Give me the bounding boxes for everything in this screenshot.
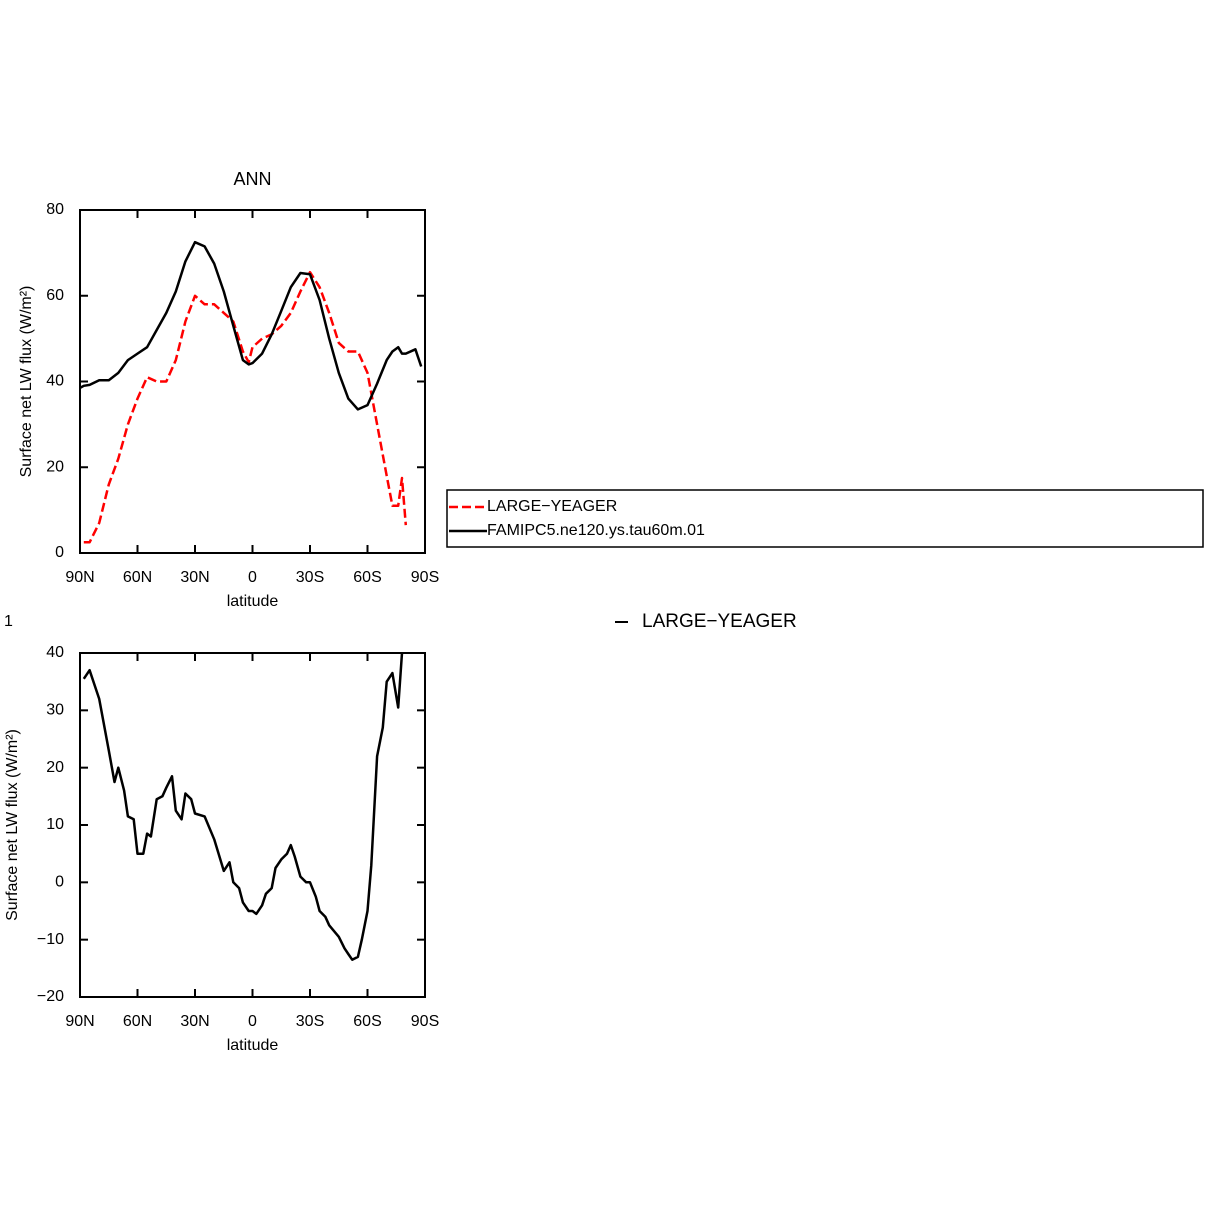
legend-label: LARGE−YEAGER — [487, 498, 617, 515]
x-tick-label: 90N — [65, 569, 94, 586]
y-tick-label: 0 — [55, 544, 64, 561]
y-tick-label: 30 — [46, 702, 64, 719]
y-tick-label: −10 — [37, 931, 64, 948]
y-tick-label: −20 — [37, 988, 64, 1005]
data-line — [82, 652, 404, 961]
y-tick-label: 0 — [55, 874, 64, 891]
y-tick-label: 80 — [46, 201, 64, 218]
x-tick-label: 30N — [180, 569, 209, 586]
x-tick-label: 60S — [353, 569, 381, 586]
x-tick-label: 60N — [123, 569, 152, 586]
y-axis-label: Surface net LW flux (W/m²) — [18, 286, 35, 478]
legend-box — [446, 489, 1204, 548]
plot-frame — [79, 209, 426, 554]
y-tick-label: 20 — [46, 759, 64, 776]
x-tick-label: 0 — [248, 1013, 257, 1030]
x-tick-label: 90N — [65, 1013, 94, 1030]
x-tick-label: 60S — [353, 1013, 381, 1030]
y-tick-label: 20 — [46, 458, 64, 475]
x-tick-label: 30N — [180, 1013, 209, 1030]
x-axis-label: latitude — [227, 593, 279, 610]
y-tick-label: 40 — [46, 373, 64, 390]
x-tick-label: 90S — [411, 1013, 439, 1030]
x-tick-label: 60N — [123, 1013, 152, 1030]
subtitle: LARGE−YEAGER — [642, 611, 797, 632]
legend-label: FAMIPC5.ne120.ys.tau60m.01 — [487, 522, 705, 539]
y-tick-label: 40 — [46, 644, 64, 661]
y-axis-label: Surface net LW flux (W/m²) — [4, 729, 21, 921]
x-tick-label: 90S — [411, 569, 439, 586]
x-axis-label: latitude — [227, 1037, 279, 1054]
x-tick-label: 30S — [296, 569, 324, 586]
panel-label: 1 — [4, 613, 13, 630]
x-tick-label: 30S — [296, 1013, 324, 1030]
chart-title: ANN — [233, 169, 271, 189]
data-line — [79, 240, 423, 411]
data-line — [83, 270, 408, 544]
x-tick-label: 0 — [248, 569, 257, 586]
y-tick-label: 60 — [46, 287, 64, 304]
y-tick-label: 10 — [46, 816, 64, 833]
